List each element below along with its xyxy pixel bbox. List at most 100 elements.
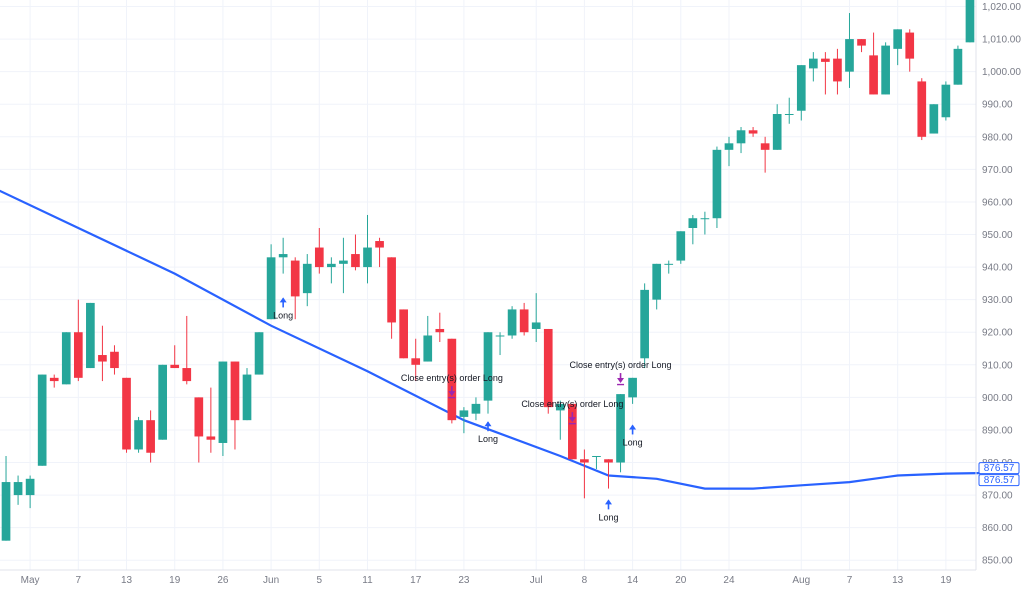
close-entry-label: Close entry(s) order Long	[401, 373, 503, 383]
candle	[640, 283, 649, 369]
x-tick-label: 7	[847, 575, 853, 586]
candle-body	[459, 410, 469, 417]
candle	[652, 263, 662, 310]
candle	[592, 456, 601, 470]
candle-body	[495, 335, 505, 337]
candle-body	[399, 309, 408, 359]
y-tick-label: 960.00	[982, 197, 1013, 208]
candle	[495, 332, 505, 356]
candle-body	[302, 263, 312, 294]
candle-body	[278, 254, 288, 258]
close-arrow-head-icon	[448, 391, 456, 397]
candle	[230, 361, 240, 450]
close-entry-marker: Close entry(s) order Long	[521, 399, 623, 425]
candle	[905, 29, 915, 72]
long-entry-marker: Long	[598, 499, 619, 522]
long-arrow-head-icon	[629, 424, 637, 430]
candle	[628, 377, 637, 404]
long-arrow-head-icon	[279, 297, 287, 303]
candle-body	[519, 309, 529, 333]
candle-body	[568, 403, 577, 460]
candle-body	[194, 397, 204, 437]
candle-body	[555, 403, 565, 411]
candle-body	[110, 351, 119, 369]
y-tick-label: 990.00	[982, 100, 1013, 111]
long-label: Long	[623, 437, 643, 447]
candle-body	[25, 478, 35, 496]
candle-body	[808, 58, 818, 69]
candle	[929, 104, 939, 134]
long-entry-marker: Long	[273, 297, 293, 320]
candle-body	[435, 328, 445, 333]
candle	[965, 0, 975, 43]
candle	[821, 52, 830, 95]
price-tag: 876.57	[978, 462, 1020, 475]
candle	[459, 407, 469, 434]
y-tick-label: 870.00	[982, 491, 1013, 502]
candle	[772, 104, 782, 150]
candle-body	[314, 247, 324, 268]
candle-body	[833, 58, 842, 82]
candle	[375, 237, 384, 268]
x-tick-label: 14	[627, 575, 639, 586]
x-tick-label: 8	[582, 575, 588, 586]
moving-average-line	[0, 189, 995, 490]
candle-body	[447, 338, 457, 421]
candle	[917, 78, 927, 141]
long-arrow-head-icon	[484, 421, 492, 427]
candle-body	[676, 231, 686, 261]
x-tick-label: May	[21, 575, 40, 586]
candle	[857, 39, 866, 53]
candle	[543, 328, 553, 414]
candle	[869, 32, 878, 95]
candle	[688, 214, 698, 245]
candle	[580, 449, 589, 499]
candle	[206, 387, 216, 453]
x-tick-label: 11	[362, 575, 373, 586]
x-tick-label: 13	[892, 575, 904, 586]
candle	[604, 459, 613, 489]
candle-body	[483, 332, 493, 401]
candle-body	[628, 377, 637, 398]
candle-body	[13, 482, 23, 496]
candle-body	[363, 247, 372, 268]
candle-body	[965, 0, 975, 43]
candle	[736, 127, 746, 154]
candle-body	[242, 374, 252, 421]
candle-body	[387, 257, 396, 323]
candle	[724, 136, 734, 167]
candle-body	[471, 403, 481, 414]
x-tick-label: 5	[317, 575, 323, 586]
candle	[351, 234, 360, 271]
candle-body	[507, 309, 517, 336]
long-label: Long	[273, 310, 293, 320]
candle-body	[664, 263, 674, 265]
close-entry-marker: Close entry(s) order Long	[570, 360, 672, 386]
candle-body	[134, 420, 143, 450]
moving-average-layer	[0, 189, 995, 490]
candle	[808, 52, 818, 82]
candle	[170, 345, 180, 369]
candle	[327, 257, 336, 284]
close-entry-label: Close entry(s) order Long	[521, 399, 623, 409]
candle	[447, 338, 457, 424]
candle-body	[736, 130, 746, 144]
x-tick-label: 26	[217, 575, 229, 586]
candle	[881, 42, 890, 95]
close-arrow-head-icon	[617, 378, 625, 384]
candles-layer	[1, 0, 975, 541]
candle	[833, 48, 842, 95]
candle-body	[881, 45, 890, 95]
time-axis[interactable]: May 7 13 19 26 Jun 5 11 17 23 Jul 8 14 20 24 Aug 7 13 19	[21, 575, 952, 586]
y-tick-label: 860.00	[982, 523, 1013, 534]
candle-body	[929, 104, 939, 134]
price-axis[interactable]: 850.00860.00870.00880.00890.00900.00910.…	[982, 2, 1021, 567]
candle	[483, 332, 493, 414]
candle-body	[592, 456, 601, 457]
candle	[664, 260, 674, 274]
candle-body	[748, 130, 758, 134]
candle-body	[351, 254, 360, 268]
price-tag-box	[978, 474, 1020, 487]
x-tick-label: Jul	[530, 575, 543, 586]
